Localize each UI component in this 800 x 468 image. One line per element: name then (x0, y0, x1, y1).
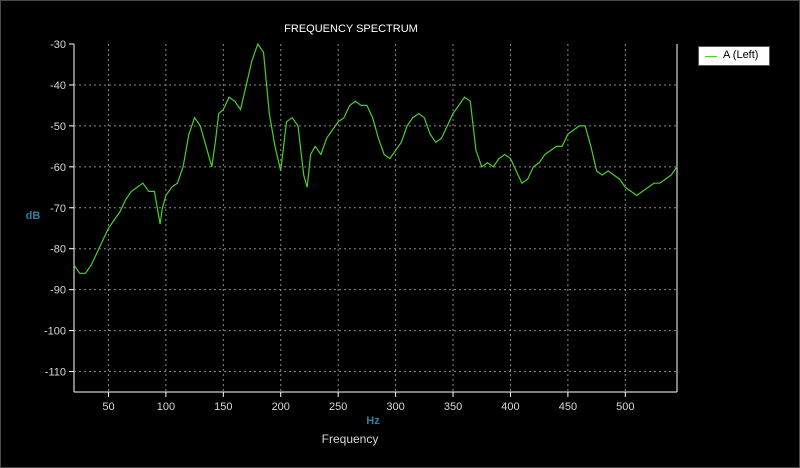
x-tick-label: 450 (559, 401, 577, 413)
chart-title: FREQUENCY SPECTRUM (284, 23, 418, 35)
x-axis-unit: Hz (366, 415, 380, 427)
y-tick-label: -60 (50, 162, 66, 174)
x-tick-label: 100 (157, 401, 175, 413)
legend-swatch (705, 56, 717, 57)
grid (73, 44, 678, 393)
legend-label: A (Left) (723, 49, 759, 61)
x-tick-label: 300 (386, 401, 404, 413)
x-tick-label: 400 (501, 401, 519, 413)
y-tick-label: -80 (50, 244, 66, 256)
x-tick-label: 500 (616, 401, 634, 413)
y-tick-label: -40 (50, 80, 66, 92)
x-tick-label: 50 (102, 401, 114, 413)
legend: A (Left) (698, 46, 770, 66)
y-axis-ticks: -30 -40 -50 -60 -70 -80 -90 -100 -110 (44, 39, 74, 379)
y-tick-label: -70 (50, 203, 66, 215)
y-tick-label: -30 (50, 39, 66, 51)
y-tick-label: -90 (50, 285, 66, 297)
x-tick-label: 250 (329, 401, 347, 413)
x-tick-label: 350 (444, 401, 462, 413)
x-tick-label: 200 (272, 401, 290, 413)
x-axis-ticks: 50 100 150 200 250 300 350 400 450 500 (102, 392, 634, 413)
series-line-a-left (73, 42, 678, 274)
x-axis-label: Frequency (322, 432, 379, 446)
y-axis-unit: dB (26, 210, 41, 222)
y-tick-label: -100 (44, 326, 66, 338)
y-tick-label: -110 (45, 367, 66, 379)
x-tick-label: 150 (214, 401, 232, 413)
y-tick-label: -50 (50, 121, 66, 133)
